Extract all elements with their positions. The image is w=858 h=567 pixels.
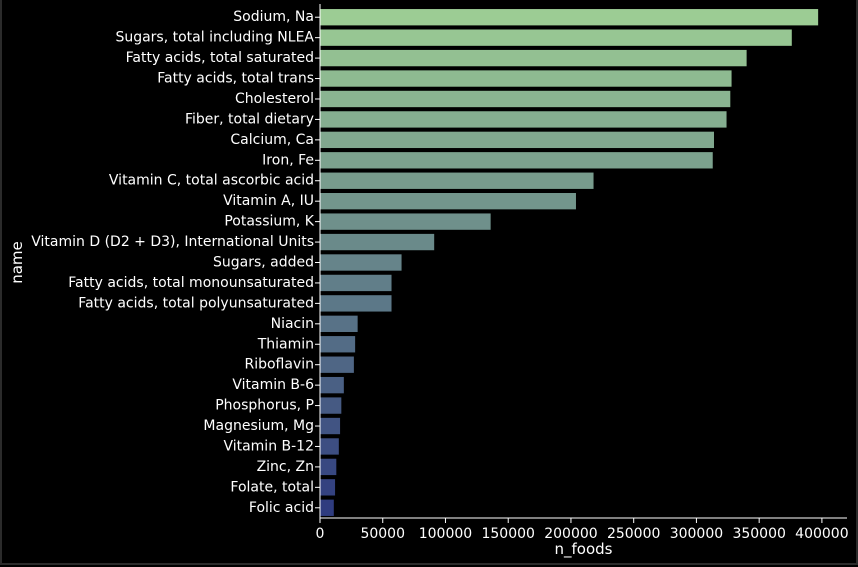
y-tick-label: Folate, total (230, 479, 314, 495)
x-tick-label: 50000 (360, 526, 405, 542)
y-tick-label: Niacin (271, 316, 314, 332)
bar-thiamin (320, 336, 356, 353)
y-tick-label: Vitamin C, total ascorbic acid (109, 173, 314, 189)
bar-zinc-zn (320, 458, 337, 476)
bar-potassium-k (320, 213, 491, 230)
y-tick-label: Iron, Fe (262, 152, 314, 168)
x-tick-label: 250000 (607, 526, 660, 542)
x-tick-label: 200000 (544, 526, 597, 542)
y-tick-label: Sugars, total including NLEA (115, 30, 314, 46)
bar-folate-total (320, 479, 336, 496)
bar-vitamin-b-12 (320, 438, 339, 455)
x-tick-label: 0 (316, 526, 325, 542)
x-ticks: 0 50000 100000 150000 200000 250000 300000 3500… (316, 518, 849, 542)
x-tick-label: 400000 (795, 526, 848, 542)
bar-vitamin-c-total-ascorbic-acid (320, 172, 594, 189)
y-tick-label: Phosphorus, P (215, 398, 314, 414)
y-tick-label: Thiamin (257, 336, 314, 352)
y-tick-label: Sodium, Na (233, 9, 314, 25)
y-tick-label: Vitamin B-12 (223, 438, 314, 454)
bar-vitamin-d-d2-d3-international-units (320, 233, 435, 251)
y-tick-label: Fatty acids, total saturated (126, 50, 314, 66)
y-tick-label: Potassium, K (224, 214, 314, 230)
x-axis-title: n_foods (555, 540, 613, 559)
bar-cholesterol (320, 90, 731, 108)
y-tick-label: Fiber, total dietary (185, 111, 314, 127)
y-tick-label: Fatty acids, total monounsaturated (68, 275, 314, 291)
bar-vitamin-b-6 (320, 376, 344, 394)
bar-folic-acid (320, 499, 334, 516)
y-tick-label: Vitamin A, IU (223, 193, 314, 209)
y-tick-label: Magnesium, Mg (203, 418, 314, 434)
y-tick-label: Cholesterol (235, 91, 314, 107)
bar-riboflavin (320, 356, 354, 373)
y-tick-label: Vitamin D (D2 + D3), International Units (31, 234, 314, 250)
y-tick-label: Riboflavin (244, 357, 314, 373)
bar-sugars-added (320, 254, 402, 271)
bars-layer (320, 9, 819, 516)
y-tick-label: Calcium, Ca (230, 132, 314, 148)
y-tick-label: Fatty acids, total trans (157, 71, 314, 87)
bar-magnesium-mg (320, 417, 341, 435)
y-tick-label: Folic acid (249, 500, 314, 516)
x-tick-label: 150000 (481, 526, 534, 542)
bar-fatty-acids-total-trans (320, 70, 732, 87)
y-tick-label: Zinc, Zn (257, 459, 314, 475)
bar-fatty-acids-total-polyunsaturated (320, 295, 392, 312)
bar-calcium-ca (320, 131, 714, 149)
x-tick-label: 350000 (732, 526, 785, 542)
bar-fatty-acids-total-saturated (320, 49, 747, 67)
x-tick-label: 100000 (419, 526, 472, 542)
bar-niacin (320, 315, 358, 332)
y-tick-label: Sugars, added (213, 255, 314, 271)
bar-sodium-na (320, 9, 819, 26)
bar-fiber-total-dietary (320, 111, 727, 128)
y-tick-label: Fatty acids, total polyunsaturated (78, 295, 314, 311)
bar-sugars-total-including-nlea (320, 29, 792, 46)
y-tick-labels: Sodium, Na Sugars, total including NLEA Fa… (31, 9, 320, 516)
bar-fatty-acids-total-monounsaturated (320, 274, 392, 292)
bar-vitamin-a-iu (320, 193, 576, 210)
bar-phosphorus-p (320, 397, 342, 414)
bar-iron-fe (320, 152, 713, 169)
y-tick-label: Vitamin B-6 (232, 377, 314, 393)
y-axis-title: name (8, 241, 26, 284)
x-tick-label: 300000 (670, 526, 723, 542)
axes (319, 4, 847, 519)
